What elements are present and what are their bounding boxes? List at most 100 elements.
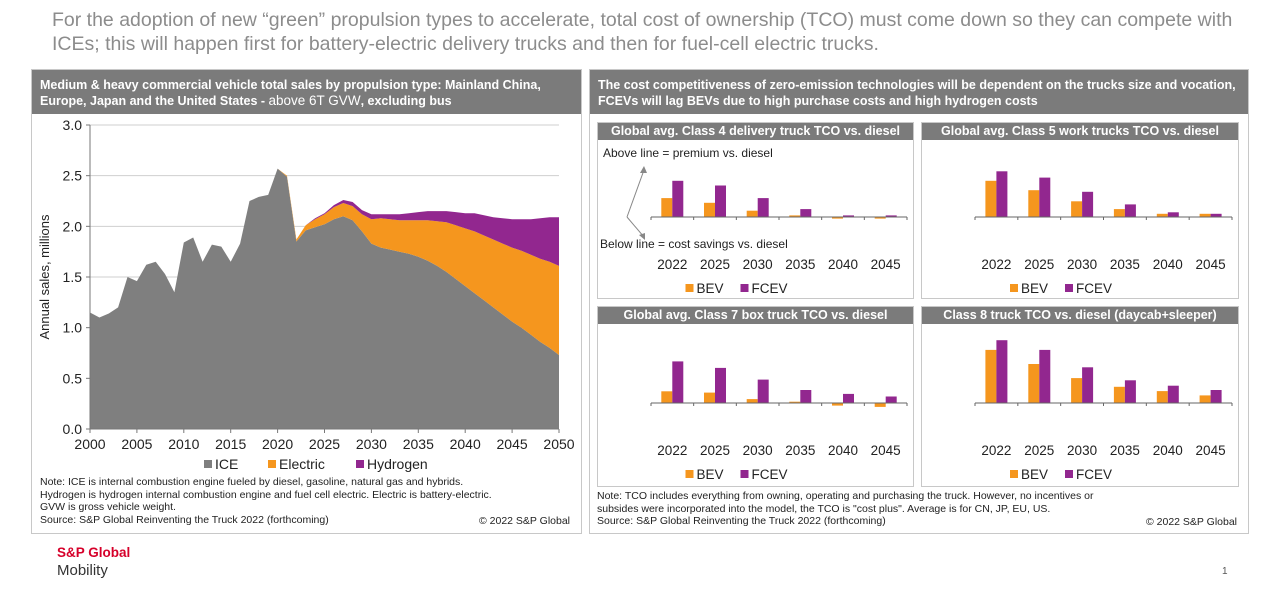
x-tick-label: 2035: [1110, 443, 1140, 458]
x-tick-label: 2050: [543, 436, 574, 452]
sales-area-chart: 0.0 0.5 1.0 1.5 2.0 2.5 3.0 2000 2005 2010 2015 202…: [37, 117, 575, 472]
legend-label: Electric: [279, 456, 325, 472]
bar-fcev: [715, 367, 726, 403]
sales-title-bold: Medium & heavy commercial vehicle total …: [40, 78, 541, 108]
sales-title-tail: , excluding bus: [360, 94, 452, 108]
bar-fcev: [715, 185, 726, 217]
x-tick-label: 2022: [981, 257, 1011, 272]
x-tick-label: 2035: [1110, 257, 1140, 272]
x-tick-label: 2040: [828, 257, 858, 272]
sales-title-light: above 6T GVW: [268, 93, 361, 108]
tco-note-line: subsides were incorporated into the mode…: [597, 502, 1051, 515]
x-tick-label: 2022: [657, 443, 687, 458]
sales-panel-title: Medium & heavy commercial vehicle total …: [32, 70, 581, 114]
sales-source-line: Source: S&P Global Reinventing the Truck…: [40, 513, 329, 526]
area-electric: [90, 168, 559, 355]
legend-label: BEV: [1021, 467, 1048, 482]
x-tick-label: 2040: [450, 436, 481, 452]
x-tick-label: 2035: [785, 443, 815, 458]
x-tick-label: 2030: [743, 443, 773, 458]
bar-fcev: [996, 171, 1008, 217]
x-tick-label: 2025: [700, 443, 730, 458]
page-number: 1: [1222, 566, 1228, 577]
sales-note: Note: ICE is internal combustion engine …: [40, 476, 492, 526]
bar-bev: [1071, 201, 1083, 218]
tco-class8-chart: Class 8 truck TCO vs. diesel (daycab+sle…: [921, 306, 1239, 487]
tco-copyright: © 2022 S&P Global: [1146, 516, 1238, 528]
legend-swatch: [685, 470, 694, 478]
y-tick-label: 0.5: [63, 370, 83, 386]
x-tick-label: 2022: [981, 443, 1011, 458]
x-tick-label: 2025: [1024, 257, 1054, 272]
x-tick-label: 2040: [1153, 257, 1183, 272]
tco-panel: The cost competitiveness of zero-emissio…: [589, 69, 1249, 534]
x-tick-label: 2025: [1024, 443, 1054, 458]
tco-note-line: Note: TCO includes everything from ownin…: [597, 490, 1094, 502]
x-tick-label: 2040: [1153, 443, 1183, 458]
bar-fcev: [800, 390, 812, 403]
tco-class8-title: Class 8 truck TCO vs. diesel (daycab+sle…: [922, 307, 1238, 324]
bar-bev: [1156, 391, 1168, 403]
y-tick-label: 1.0: [63, 320, 83, 336]
legend-swatch: [356, 460, 364, 468]
x-tick-label: 2035: [785, 257, 815, 272]
legend-label: FCEV: [752, 281, 788, 296]
bar-fcev: [843, 215, 854, 217]
tco-class7-chart: Global avg. Class 7 box truck TCO vs. di…: [597, 306, 914, 487]
tco-class7-title: Global avg. Class 7 box truck TCO vs. di…: [598, 307, 913, 324]
bar-fcev: [1167, 385, 1179, 403]
bar-bev: [1113, 386, 1125, 404]
bar-fcev: [757, 198, 769, 217]
annotation-below: Below line = cost savings vs. diesel: [600, 237, 788, 251]
area-ice: [90, 168, 559, 429]
page-headline: For the adoption of new “green” propulsi…: [52, 9, 1233, 55]
bar-bev: [661, 391, 673, 403]
x-tick-label: 2030: [743, 257, 773, 272]
bar-fcev: [885, 215, 897, 217]
legend-swatch: [268, 460, 276, 468]
y-tick-label: 2.0: [63, 218, 83, 234]
legend-label: BEV: [1021, 281, 1048, 296]
y-axis-label: Annual sales, millions: [37, 214, 52, 340]
bar-fcev: [843, 393, 854, 403]
tco-source-line: Source: S&P Global Reinventing the Truck…: [597, 515, 886, 527]
y-tick-label: 3.0: [63, 117, 83, 133]
y-tick-label: 0.0: [63, 421, 83, 437]
bar-bev: [704, 392, 715, 403]
sales-note-line: Note: ICE is internal combustion engine …: [40, 476, 464, 488]
bar-bev: [1028, 190, 1040, 217]
sales-panel: Medium & heavy commercial vehicle total …: [31, 69, 582, 534]
bar-bev: [832, 217, 843, 219]
annotation-arrow-down: [626, 216, 645, 238]
tco-class5-title: Global avg. Class 5 work trucks TCO vs. …: [922, 123, 1238, 140]
x-tick-label: 2030: [1067, 443, 1097, 458]
bar-fcev: [1124, 204, 1136, 217]
legend-swatch: [685, 284, 694, 292]
bar-fcev: [1210, 213, 1222, 217]
bar-fcev: [1082, 367, 1094, 404]
legend-label: ICE: [215, 456, 238, 472]
tco-class8-plot: 2022 2025 2030 2035 2040 2045 BEV FCEV: [974, 340, 1233, 482]
brand-logo: S&P Global Mobility: [57, 545, 130, 581]
legend-swatch: [204, 460, 212, 468]
x-tick-label: 2035: [403, 436, 434, 452]
bar-bev: [704, 202, 715, 217]
bar-bev: [1199, 213, 1211, 217]
tco-class4-plot: 2022 2025 2030 2035 2040 2045 BEV FCEV Above lin…: [600, 146, 908, 296]
bar-bev: [832, 403, 843, 406]
bar-bev: [661, 198, 673, 217]
tco-class5-plot: 2022 2025 2030 2035 2040 2045 BEV FCEV: [974, 171, 1233, 296]
bar-bev: [874, 403, 886, 407]
bar-bev: [1199, 395, 1211, 403]
x-tick-label: 2010: [168, 436, 199, 452]
brand-sub: Mobility: [57, 562, 108, 579]
legend-swatch: [1010, 284, 1018, 292]
legend-label: FCEV: [752, 467, 788, 482]
bar-fcev: [1039, 349, 1051, 403]
legend-swatch: [740, 470, 749, 478]
x-tick-label: 2030: [1067, 257, 1097, 272]
bar-fcev: [757, 379, 769, 403]
bar-bev: [985, 180, 997, 217]
bar-bev: [746, 399, 758, 403]
tco-panel-title: The cost competitiveness of zero-emissio…: [590, 70, 1248, 114]
